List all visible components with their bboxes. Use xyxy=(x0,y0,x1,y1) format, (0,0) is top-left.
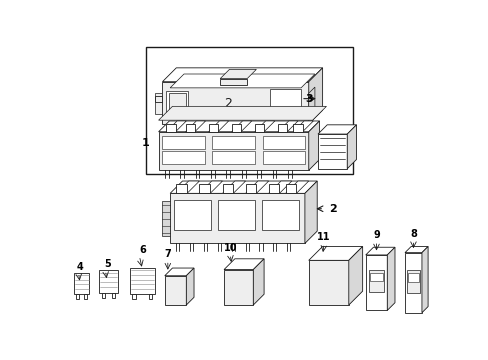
Polygon shape xyxy=(158,121,319,132)
Bar xyxy=(407,273,418,282)
Polygon shape xyxy=(404,247,427,253)
Text: 10: 10 xyxy=(223,243,237,253)
Bar xyxy=(176,184,187,193)
Bar xyxy=(154,95,162,102)
Polygon shape xyxy=(253,259,264,305)
Bar xyxy=(166,91,187,112)
Polygon shape xyxy=(162,201,170,236)
Bar xyxy=(162,151,204,164)
Bar xyxy=(277,124,286,132)
Bar xyxy=(245,184,256,193)
Polygon shape xyxy=(158,132,308,170)
Polygon shape xyxy=(348,247,362,305)
Bar xyxy=(112,293,115,298)
Bar xyxy=(261,199,298,230)
Bar xyxy=(212,151,254,164)
Bar xyxy=(162,136,204,149)
Bar xyxy=(84,294,87,299)
Bar xyxy=(99,270,118,293)
Bar xyxy=(168,93,185,110)
Text: 11: 11 xyxy=(317,232,330,242)
Bar xyxy=(199,184,210,193)
Polygon shape xyxy=(308,121,319,170)
Bar xyxy=(76,294,79,299)
Polygon shape xyxy=(346,125,356,169)
Text: 5: 5 xyxy=(104,259,110,269)
Polygon shape xyxy=(199,181,222,193)
Polygon shape xyxy=(293,121,313,132)
Polygon shape xyxy=(185,121,205,132)
Polygon shape xyxy=(317,134,346,169)
Polygon shape xyxy=(268,181,291,193)
Polygon shape xyxy=(186,268,194,305)
Polygon shape xyxy=(220,69,256,78)
Polygon shape xyxy=(170,193,305,243)
Polygon shape xyxy=(166,121,186,132)
Bar xyxy=(285,184,296,193)
Polygon shape xyxy=(305,181,317,243)
Text: 4: 4 xyxy=(77,261,83,271)
Polygon shape xyxy=(386,247,394,310)
Text: 9: 9 xyxy=(372,230,379,240)
Text: 7: 7 xyxy=(164,249,171,259)
Bar xyxy=(262,136,305,149)
Polygon shape xyxy=(365,255,386,310)
Polygon shape xyxy=(308,68,322,124)
Bar xyxy=(368,270,384,292)
Bar xyxy=(222,184,233,193)
Polygon shape xyxy=(176,181,199,193)
Polygon shape xyxy=(162,68,322,82)
Bar xyxy=(406,270,420,293)
Polygon shape xyxy=(365,247,394,255)
Text: 3: 3 xyxy=(305,94,313,104)
Text: 8: 8 xyxy=(409,229,416,239)
Polygon shape xyxy=(254,121,274,132)
Polygon shape xyxy=(277,121,297,132)
Polygon shape xyxy=(231,121,251,132)
Polygon shape xyxy=(154,93,162,114)
Bar xyxy=(218,199,254,230)
Polygon shape xyxy=(308,260,348,305)
Text: 2: 2 xyxy=(224,97,231,110)
Bar xyxy=(132,294,136,299)
Bar xyxy=(130,268,154,294)
Polygon shape xyxy=(170,74,314,88)
Bar xyxy=(174,199,210,230)
Text: 2: 2 xyxy=(328,204,336,214)
Polygon shape xyxy=(208,121,228,132)
Polygon shape xyxy=(162,82,308,124)
Text: 6: 6 xyxy=(139,244,146,255)
Polygon shape xyxy=(222,181,245,193)
Polygon shape xyxy=(164,268,194,276)
Bar xyxy=(220,78,246,85)
Bar xyxy=(231,124,241,132)
Bar xyxy=(262,151,305,164)
Bar xyxy=(102,293,104,298)
Bar xyxy=(369,274,382,281)
Polygon shape xyxy=(317,125,356,134)
Polygon shape xyxy=(308,247,362,260)
Bar xyxy=(212,136,254,149)
Polygon shape xyxy=(164,276,186,305)
Polygon shape xyxy=(308,87,314,114)
Bar xyxy=(185,124,194,132)
Polygon shape xyxy=(245,181,268,193)
Bar xyxy=(270,89,301,112)
Polygon shape xyxy=(170,181,317,193)
Polygon shape xyxy=(158,106,326,120)
Bar xyxy=(166,124,175,132)
Polygon shape xyxy=(224,270,253,305)
Bar xyxy=(254,124,264,132)
Bar xyxy=(145,47,353,174)
Bar xyxy=(268,184,279,193)
Polygon shape xyxy=(421,247,427,313)
Polygon shape xyxy=(404,253,421,313)
Polygon shape xyxy=(224,259,264,270)
Bar xyxy=(148,294,152,299)
Polygon shape xyxy=(285,181,308,193)
Bar xyxy=(293,124,302,132)
Bar xyxy=(208,124,218,132)
Bar xyxy=(74,273,89,294)
Text: 1: 1 xyxy=(142,138,149,148)
